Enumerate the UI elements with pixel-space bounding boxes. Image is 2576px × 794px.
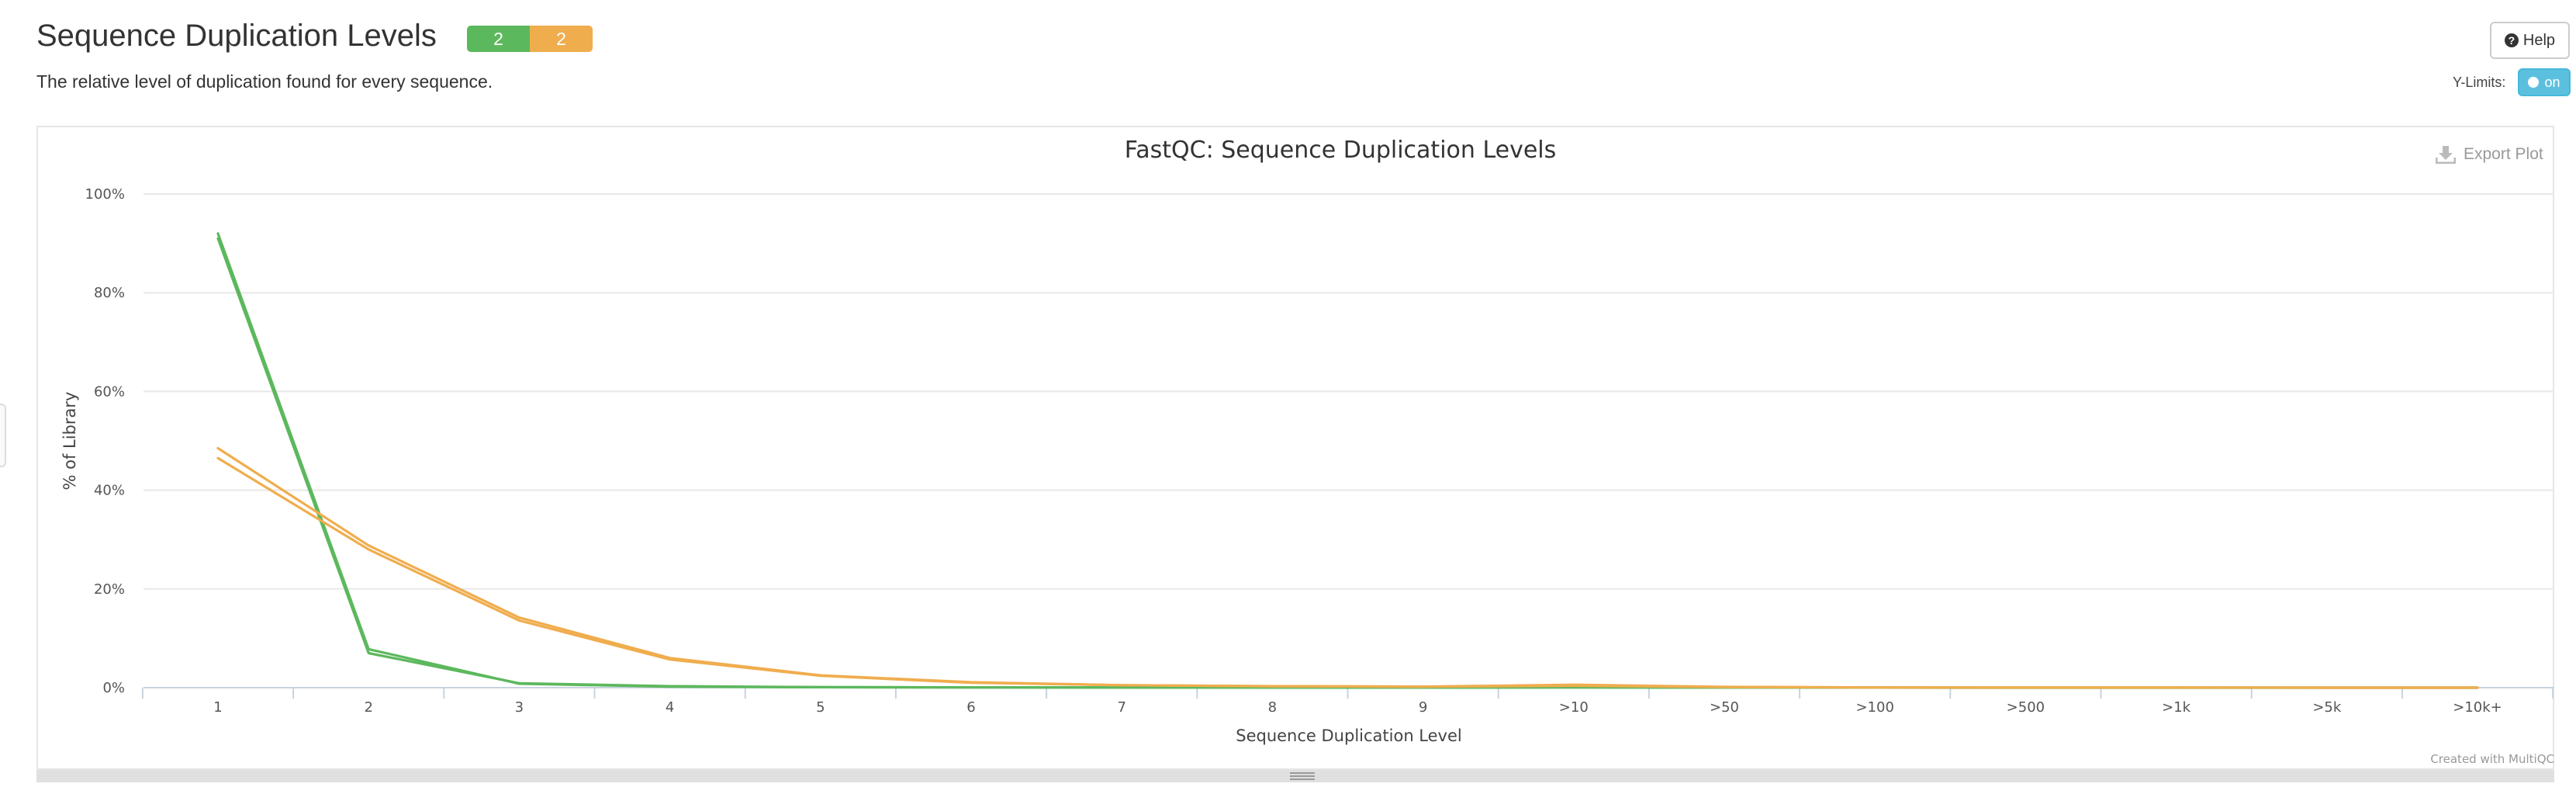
series-line[interactable] — [216, 456, 2479, 689]
y-axis-ticks: 0% 20% 40% 60% 80% 100% — [85, 186, 125, 696]
help-button[interactable]: ? Help — [2490, 22, 2570, 59]
x-tick-label: 6 — [966, 699, 975, 716]
toggle-knob — [2528, 77, 2540, 88]
multiqc-credit: Created with MultiQC — [2430, 752, 2554, 766]
y-tick-label: 100% — [85, 186, 125, 203]
side-panel-tab[interactable] — [0, 404, 6, 467]
warn-count-badge[interactable]: 2 — [530, 26, 593, 52]
pass-count-badge[interactable]: 2 — [467, 26, 530, 52]
y-axis-title: % of Library — [61, 392, 79, 491]
x-tick-label: 2 — [364, 699, 372, 716]
y-tick-label: 0% — [102, 680, 125, 696]
x-tick-label: >10 — [1559, 699, 1589, 716]
x-tick-label: 8 — [1268, 699, 1277, 716]
ylimits-label: Y-Limits: — [2453, 75, 2506, 90]
question-circle-icon: ? — [2504, 33, 2519, 47]
x-tick-label: 9 — [1419, 699, 1427, 716]
ylimits-toggle[interactable]: on — [2518, 68, 2571, 96]
download-icon — [2436, 146, 2456, 164]
x-tick-label: >50 — [1710, 699, 1739, 716]
help-button-label: Help — [2522, 31, 2556, 49]
x-tick-label: 7 — [1117, 699, 1125, 716]
export-plot-label: Export Plot — [2464, 145, 2543, 163]
page-subtitle: The relative level of duplication found … — [36, 71, 493, 92]
chart-title: FastQC: Sequence Duplication Levels — [1125, 137, 1557, 164]
x-tick-label: 5 — [816, 699, 825, 716]
x-tick-label: 4 — [666, 699, 674, 716]
x-tick-label: >1k — [2162, 699, 2191, 716]
page-title: Sequence Duplication Levels — [36, 19, 437, 53]
ylimits-toggle-label: on — [2544, 74, 2560, 90]
y-tick-label: 60% — [94, 383, 125, 400]
x-tick-label: >500 — [2007, 699, 2045, 716]
y-tick-label: 80% — [94, 285, 125, 301]
plot-container — [36, 126, 2554, 770]
y-tick-label: 40% — [94, 483, 125, 499]
x-tick-label: >100 — [1855, 699, 1893, 716]
x-axis-ticks: 1 2 3 4 5 6 7 8 9 >10 >50 >100 >500 >1k >5k >10k+ — [141, 688, 2554, 716]
export-plot-button[interactable]: Export Plot — [2436, 145, 2543, 164]
status-badges: 2 2 — [467, 26, 593, 52]
x-axis-title: Sequence Duplication Level — [1236, 726, 1462, 745]
x-tick-label: 3 — [515, 699, 524, 716]
y-tick-label: 20% — [94, 581, 125, 598]
x-tick-label: 1 — [213, 699, 222, 716]
series-line[interactable] — [216, 232, 2479, 689]
grid-lines — [143, 193, 2554, 688]
series-line[interactable] — [216, 237, 2479, 689]
x-tick-label: >10k+ — [2453, 699, 2502, 716]
resize-grip-icon — [1290, 772, 1315, 780]
series-line[interactable] — [216, 446, 2479, 689]
series-lines — [216, 232, 2479, 689]
x-tick-label: >5k — [2312, 699, 2342, 716]
